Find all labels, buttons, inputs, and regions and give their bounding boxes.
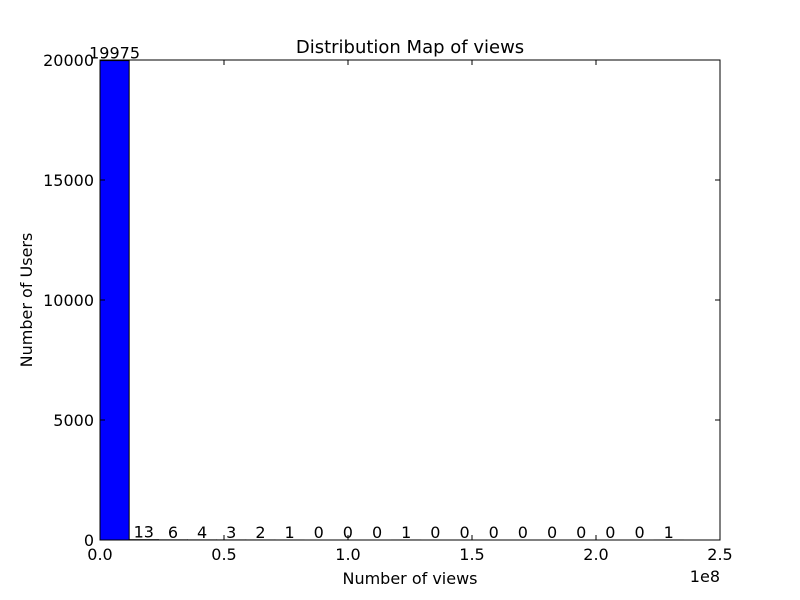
bar-value-label: 0 (430, 523, 440, 542)
x-tick-label: 2.5 (707, 545, 732, 564)
bar-value-label: 0 (547, 523, 557, 542)
y-axis-label: Number of Users (17, 233, 36, 368)
ticks (99, 59, 721, 541)
bar-value-label: 1 (401, 523, 411, 542)
x-tick-labels: 0.0 0.5 1.0 1.5 2.0 2.5 (87, 545, 732, 564)
y-tick-labels: 0 5000 10000 15000 20000 (43, 51, 94, 550)
bar-value-label: 4 (197, 523, 207, 542)
y-tick-label: 15000 (43, 171, 94, 190)
y-tick-label: 0 (84, 531, 94, 550)
chart-title: Distribution Map of views (296, 37, 524, 58)
x-tick-label: 0.0 (87, 545, 112, 564)
y-tick-label: 5000 (53, 411, 94, 430)
x-offset-label: 1e8 (690, 567, 720, 586)
x-tick-label: 0.5 (211, 545, 236, 564)
bar-value-label: 1 (664, 523, 674, 542)
bar-value-label: 19975 (89, 44, 140, 63)
bar-value-label: 0 (634, 523, 644, 542)
x-tick-label: 2.0 (583, 545, 608, 564)
bar-value-label: 0 (314, 523, 324, 542)
y-tick-label: 10000 (43, 291, 94, 310)
bar-value-label: 6 (168, 523, 178, 542)
x-tick-label: 1.5 (459, 545, 484, 564)
y-tick-label: 20000 (43, 51, 94, 70)
bar-value-label: 2 (255, 523, 265, 542)
plot-frame (99, 59, 721, 541)
bar-value-label: 1 (284, 523, 294, 542)
x-tick-label: 1.0 (335, 545, 360, 564)
x-axis-label: Number of views (342, 569, 477, 588)
bar-value-label: 13 (134, 523, 154, 542)
bar-value-label: 0 (489, 523, 499, 542)
bar-value-label: 0 (518, 523, 528, 542)
bar-value-label: 0 (372, 523, 382, 542)
bar-value-label: 0 (605, 523, 615, 542)
bar-value-label: 0 (343, 523, 353, 542)
bar-value-label: 0 (576, 523, 586, 542)
bar-value-label: 0 (459, 523, 469, 542)
bar-value-label: 3 (226, 523, 236, 542)
bars (99, 60, 684, 541)
